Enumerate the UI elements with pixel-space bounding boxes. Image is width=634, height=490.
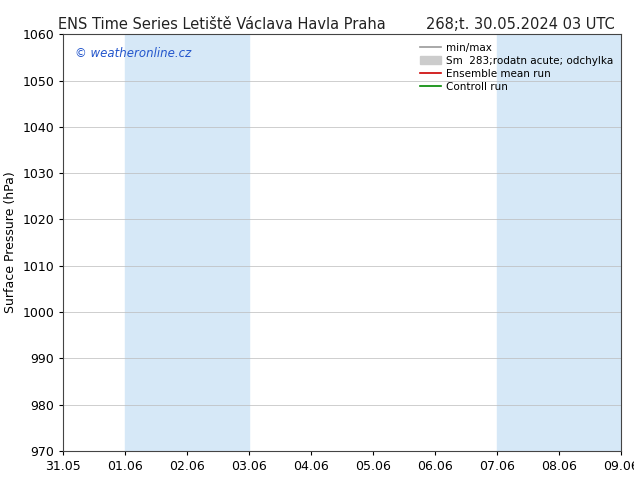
Y-axis label: Surface Pressure (hPa): Surface Pressure (hPa): [4, 172, 17, 314]
Text: 268;t. 30.05.2024 03 UTC: 268;t. 30.05.2024 03 UTC: [426, 17, 615, 32]
Legend: min/max, Sm  283;rodatn acute; odchylka, Ensemble mean run, Controll run: min/max, Sm 283;rodatn acute; odchylka, …: [417, 40, 616, 95]
Title: ENS Time Series Letiště Václava Havla Praha         268;t. 30.05.2024 03 UTC: ENS Time Series Letiště Václava Havla Pr…: [0, 489, 1, 490]
Text: ENS Time Series Letiště Václava Havla Praha: ENS Time Series Letiště Václava Havla Pr…: [58, 17, 385, 32]
Bar: [497, 34, 621, 451]
Text: © weatheronline.cz: © weatheronline.cz: [75, 47, 191, 60]
Bar: [126, 34, 249, 451]
